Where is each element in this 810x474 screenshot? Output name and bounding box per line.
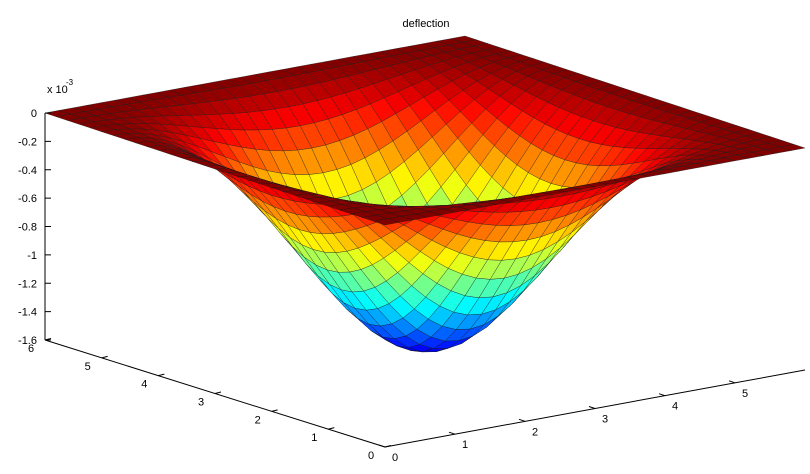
x-tick-mark (728, 380, 736, 384)
x-tick-label: 0 (392, 452, 398, 464)
y-tick-label: 5 (85, 361, 91, 373)
z-tick-label: -0.4 (18, 165, 37, 177)
chart-title: deflection (402, 18, 449, 30)
x-tick-mark (378, 444, 386, 448)
y-tick-mark (44, 338, 52, 341)
x-tick-mark (518, 418, 526, 422)
y-tick-mark (328, 427, 335, 430)
y-tick-mark (158, 373, 165, 377)
z-tick-label: -1.4 (18, 307, 37, 319)
z-tick-label: -0.2 (18, 136, 37, 148)
z-axis-multiplier: x 10 (47, 84, 68, 96)
ticks-layer: 0 -0.2 -0.4 -0.6 -0.8 -1 -1.2 -1.4 -1.6 0 1 2 3 4 5 6 0 1… (18, 108, 748, 464)
surface-layer (44, 35, 806, 353)
y-tick-mark (101, 355, 108, 359)
x-tick-label: 2 (532, 426, 538, 438)
z-tick-label: -0.6 (18, 193, 37, 205)
x-tick-mark (658, 393, 666, 397)
x-tick-label: 1 (462, 439, 468, 451)
z-tick-label: -0.8 (18, 222, 37, 234)
x-tick-mark (588, 406, 596, 409)
y-tick-label: 0 (368, 450, 374, 462)
z-axis-multiplier-base: x 10 (47, 84, 68, 96)
x-tick-label: 4 (672, 401, 678, 413)
y-tick-label: 6 (28, 343, 34, 355)
y-tick-label: 3 (198, 397, 204, 409)
z-tick-label: -1 (27, 250, 37, 262)
z-tick-label: -1.6 (18, 335, 37, 347)
y-tick-label: 4 (141, 379, 147, 391)
y-tick-mark (384, 445, 392, 448)
y-tick-mark (214, 391, 222, 394)
x-tick-label: 3 (602, 414, 608, 426)
y-tick-label: 2 (255, 414, 261, 426)
z-axis-multiplier-exponent: -3 (66, 78, 74, 87)
x-tick-mark (448, 431, 456, 435)
surface-patch (779, 144, 806, 151)
z-tick-label: -1.2 (18, 278, 37, 290)
x-tick-label: 5 (742, 388, 748, 400)
y-tick-mark (271, 409, 278, 412)
y-tick-label: 1 (311, 432, 317, 444)
z-tick-label: 0 (31, 108, 37, 120)
